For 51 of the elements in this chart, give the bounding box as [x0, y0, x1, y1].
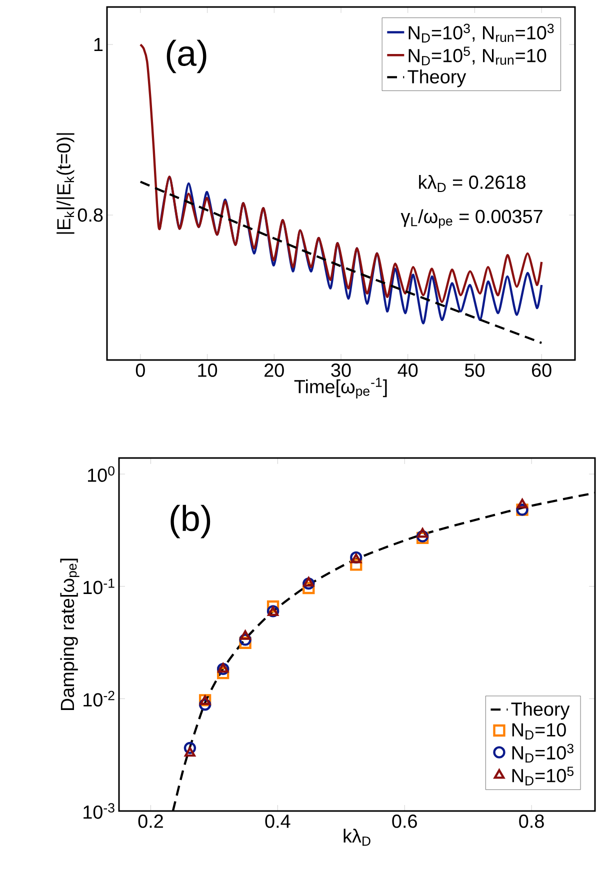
legend-label: N$_{D}$=10$^{3}$, N$_{run}$=10$^{3}$	[408, 24, 554, 42]
legend-label: N$_{D}$=10	[512, 723, 566, 740]
annotation: kλ$_{D}$ = 0.2618	[419, 175, 526, 192]
y-axis-title: |E$_{k}$|/|E$_{k}$(t=0)|	[56, 133, 74, 234]
x-tick-label: 40	[398, 364, 418, 377]
annotation: (a)	[166, 40, 206, 74]
y-axis-title: Damping rate[ω$_{pe}$]	[60, 558, 80, 710]
legend-label: N$_{D}$=10$^{5}$	[512, 766, 574, 786]
point	[266, 600, 280, 613]
annotation: (b)	[170, 504, 210, 538]
point	[184, 746, 196, 757]
x-axis-title: kλ$_{D}$	[344, 828, 370, 846]
x-tick-label: 30	[331, 364, 351, 377]
point	[302, 577, 315, 590]
point	[217, 662, 230, 676]
legend-label: Theory	[511, 702, 570, 720]
point	[218, 662, 228, 673]
point	[239, 634, 252, 646]
x-tick-label: 60	[532, 364, 552, 377]
line-series	[158, 176, 543, 324]
point	[239, 636, 252, 649]
point	[350, 558, 362, 571]
x-tick-label: 10	[198, 364, 218, 377]
legend-label: N$_{D}$=10$^{3}$	[512, 744, 574, 763]
point	[350, 551, 362, 564]
x-tick-label: 0	[136, 364, 145, 377]
point	[240, 630, 251, 640]
point	[217, 667, 230, 680]
point	[516, 498, 528, 508]
annotation: γ$_{L}$/ω$_{pe}$ = 0.00357	[400, 209, 542, 228]
y-tick-label: 10$^{-3}$	[84, 803, 114, 819]
y-tick-label: 10$^{0}$	[88, 466, 114, 482]
point	[302, 582, 315, 594]
x-axis-title: Time[ω$_{pe}$$^{-1}$]	[294, 378, 387, 398]
x-tick-label: 0.2	[138, 814, 163, 828]
x-tick-label: 20	[264, 364, 284, 377]
point	[303, 577, 314, 587]
x-tick-label: 50	[464, 364, 484, 377]
y-tick-label: 10$^{-1}$	[84, 578, 114, 594]
x-tick-label: 0.8	[519, 814, 544, 828]
point	[350, 554, 362, 564]
legend-label: N$_{D}$=10$^{5}$, N$_{run}$=10	[408, 46, 546, 66]
point	[417, 528, 428, 538]
y-tick-label: 1	[94, 38, 103, 52]
point	[184, 742, 196, 754]
y-tick-label: 10$^{-2}$	[84, 690, 114, 707]
x-tick-label: 0.4	[265, 814, 290, 828]
legend-label: Theory	[408, 70, 466, 88]
y-tick-label: 0.8	[78, 208, 103, 222]
x-tick-label: 0.6	[392, 814, 417, 828]
point	[198, 698, 212, 711]
